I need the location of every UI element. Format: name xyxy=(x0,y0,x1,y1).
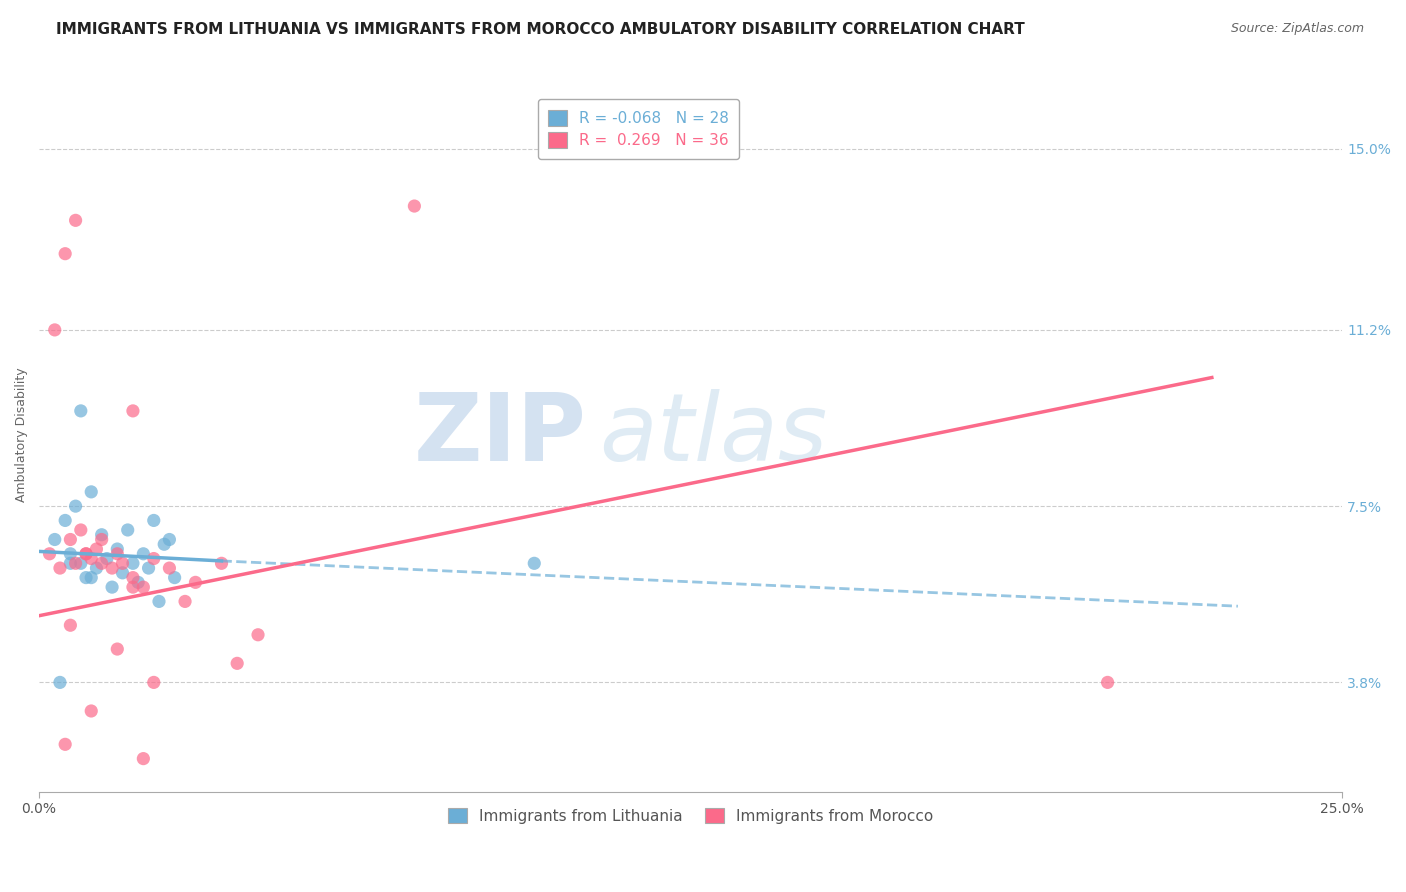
Point xyxy=(80,484,103,499)
Point xyxy=(105,541,128,556)
Point xyxy=(59,533,82,547)
Point xyxy=(153,537,176,551)
Point xyxy=(122,571,145,585)
Point xyxy=(65,499,87,513)
Point xyxy=(80,551,103,566)
Point xyxy=(59,557,82,571)
Point xyxy=(49,675,72,690)
Point xyxy=(69,557,91,571)
Point xyxy=(69,523,91,537)
Point xyxy=(101,580,124,594)
Point xyxy=(163,571,186,585)
Point xyxy=(96,551,118,566)
Point xyxy=(142,551,165,566)
Point xyxy=(404,199,426,213)
Point xyxy=(86,561,108,575)
Point xyxy=(117,523,139,537)
Point xyxy=(49,561,72,575)
Point xyxy=(44,533,66,547)
Text: Source: ZipAtlas.com: Source: ZipAtlas.com xyxy=(1230,22,1364,36)
Point xyxy=(247,628,270,642)
Point xyxy=(75,571,97,585)
Point xyxy=(111,566,134,580)
Point xyxy=(80,704,103,718)
Point xyxy=(65,557,87,571)
Point xyxy=(80,571,103,585)
Point xyxy=(75,547,97,561)
Point xyxy=(132,547,155,561)
Point xyxy=(157,533,180,547)
Point xyxy=(174,594,197,608)
Point xyxy=(53,246,76,260)
Point xyxy=(142,513,165,527)
Point xyxy=(90,557,112,571)
Point xyxy=(53,513,76,527)
Point xyxy=(157,561,180,575)
Point xyxy=(75,547,97,561)
Point xyxy=(138,561,160,575)
Text: ZIP: ZIP xyxy=(413,389,586,481)
Point xyxy=(122,404,145,418)
Text: IMMIGRANTS FROM LITHUANIA VS IMMIGRANTS FROM MOROCCO AMBULATORY DISABILITY CORRE: IMMIGRANTS FROM LITHUANIA VS IMMIGRANTS … xyxy=(56,22,1025,37)
Point xyxy=(111,557,134,571)
Point xyxy=(65,213,87,227)
Point xyxy=(53,737,76,751)
Point xyxy=(38,547,60,561)
Point xyxy=(59,618,82,632)
Point xyxy=(184,575,207,590)
Point xyxy=(142,675,165,690)
Point xyxy=(122,557,145,571)
Text: atlas: atlas xyxy=(599,389,828,480)
Point xyxy=(226,657,249,671)
Y-axis label: Ambulatory Disability: Ambulatory Disability xyxy=(15,368,28,502)
Point xyxy=(132,580,155,594)
Point xyxy=(69,404,91,418)
Point xyxy=(1097,675,1119,690)
Point xyxy=(122,580,145,594)
Point xyxy=(101,561,124,575)
Point xyxy=(105,642,128,657)
Point xyxy=(523,557,546,571)
Point xyxy=(105,547,128,561)
Point xyxy=(86,541,108,556)
Point xyxy=(132,751,155,765)
Point xyxy=(59,547,82,561)
Point xyxy=(90,527,112,541)
Point xyxy=(127,575,149,590)
Legend: Immigrants from Lithuania, Immigrants from Morocco: Immigrants from Lithuania, Immigrants fr… xyxy=(437,797,943,834)
Point xyxy=(211,557,233,571)
Point xyxy=(148,594,170,608)
Point xyxy=(90,533,112,547)
Point xyxy=(44,323,66,337)
